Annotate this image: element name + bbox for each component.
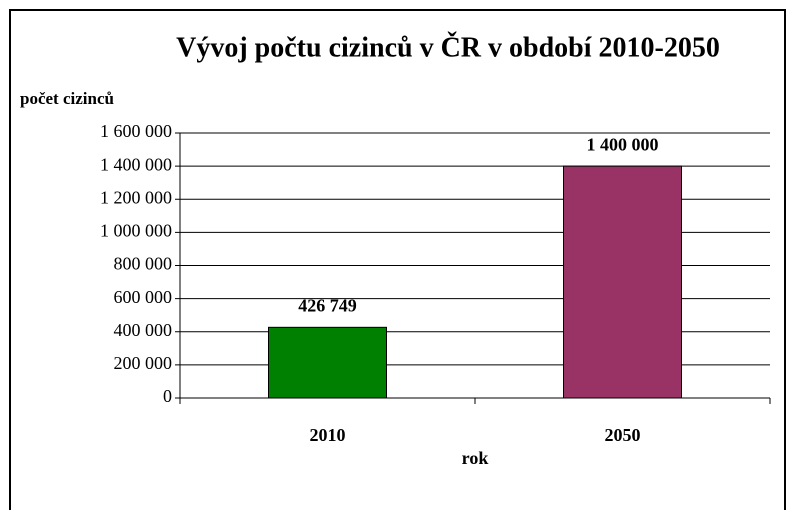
y-axis-label: počet cizinců xyxy=(20,89,114,108)
y-tick-label: 200 000 xyxy=(114,353,173,373)
data-label: 426 749 xyxy=(298,295,357,315)
y-tick-label: 800 000 xyxy=(114,254,173,274)
y-tick-label: 1 000 000 xyxy=(100,221,172,241)
y-tick-label: 0 xyxy=(163,386,172,406)
y-tick-label: 600 000 xyxy=(114,287,173,307)
y-tick-label: 1 200 000 xyxy=(100,187,172,207)
y-tick-label: 1 400 000 xyxy=(100,154,172,174)
y-tick-label: 400 000 xyxy=(114,320,173,340)
x-tick-label: 2010 xyxy=(310,425,346,445)
x-axis-label: rok xyxy=(462,448,489,468)
x-tick-label: 2050 xyxy=(605,425,641,445)
bar xyxy=(268,326,387,399)
chart-frame xyxy=(9,9,786,510)
y-tick-label: 1 600 000 xyxy=(100,121,172,141)
chart-title: Vývoj počtu cizinců v ČR v období 2010-2… xyxy=(176,32,720,63)
bar xyxy=(563,165,682,399)
data-label: 1 400 000 xyxy=(587,134,659,154)
